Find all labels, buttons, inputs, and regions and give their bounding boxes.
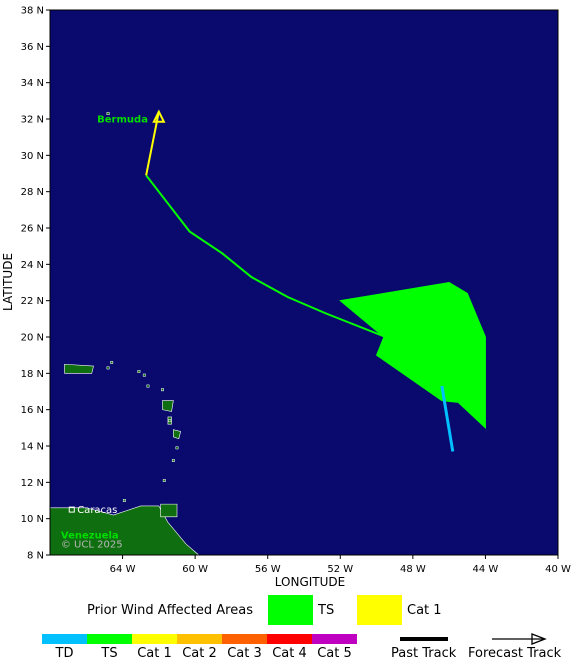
- place-venezuela: Venezuela: [61, 531, 119, 542]
- scale-swatch: [312, 634, 357, 644]
- lon-tick-label: 60 W: [182, 564, 208, 575]
- islet: [122, 499, 126, 502]
- affected-ts-label: TS: [318, 603, 335, 618]
- forecast-track-label: Forecast Track: [468, 646, 562, 661]
- scale-label: Cat 3: [227, 646, 262, 661]
- islet: [146, 384, 150, 388]
- lon-tick-label: 40 W: [545, 564, 571, 575]
- scale-label: Cat 4: [272, 646, 307, 661]
- track-ts-segment: [145, 174, 443, 387]
- lat-tick-label: 34 N: [21, 78, 44, 89]
- islet: [142, 373, 146, 377]
- scale-swatch: [87, 634, 132, 644]
- copyright: © UCL 2025: [61, 540, 123, 551]
- track-arrowhead-icon: [152, 109, 166, 123]
- lat-tick-label: 36 N: [21, 42, 44, 53]
- affected-ts-swatch: [268, 595, 313, 625]
- scale-label: Cat 2: [182, 646, 217, 661]
- legend-title: Prior Wind Affected Areas: [87, 603, 253, 618]
- lat-tick-label: 30 N: [21, 151, 44, 162]
- lat-tick-label: 32 N: [21, 115, 44, 126]
- lat-tick-label: 20 N: [21, 333, 44, 344]
- y-axis-label: LATITUDE: [1, 253, 15, 311]
- affected-cat1-label: Cat 1: [407, 603, 442, 618]
- scale-swatch: [177, 634, 222, 644]
- land-shape: [173, 429, 181, 440]
- land-group: [49, 112, 200, 556]
- lat-tick-label: 38 N: [21, 6, 44, 17]
- scale-swatch: [132, 634, 177, 644]
- lat-tick-label: 8 N: [27, 551, 44, 562]
- affected-cat1-swatch: [357, 595, 402, 625]
- place-caracas: Caracas: [77, 505, 117, 516]
- lon-tick-label: 52 W: [327, 564, 353, 575]
- place-labels: Bermuda Caracas Venezuela© UCL 2025: [61, 115, 148, 551]
- land-shape: [64, 363, 94, 374]
- lon-tick-label: 44 W: [473, 564, 499, 575]
- scale-label: TD: [55, 646, 74, 661]
- longitude-ticks: 64 W 60 W 56 W 52 W 48 W 44 W 40 W: [110, 555, 571, 575]
- lat-tick-label: 26 N: [21, 224, 44, 235]
- land-shape: [162, 400, 174, 412]
- lat-tick-label: 22 N: [21, 296, 44, 307]
- affected-ts-area: [339, 281, 486, 429]
- land-shape: [160, 503, 178, 518]
- scale-swatch: [267, 634, 312, 644]
- lat-tick-label: 12 N: [21, 478, 44, 489]
- lon-tick-label: 64 W: [110, 564, 136, 575]
- scale-swatch: [222, 634, 267, 644]
- scale-label: Cat 5: [317, 646, 352, 661]
- ocean-background: [50, 10, 558, 555]
- x-axis-label: LONGITUDE: [275, 575, 345, 589]
- lat-tick-label: 10 N: [21, 514, 44, 525]
- scale-label: Cat 1: [137, 646, 172, 661]
- islet: [175, 446, 179, 450]
- scale-label: TS: [101, 646, 118, 661]
- lon-tick-label: 56 W: [255, 564, 281, 575]
- lat-tick-label: 24 N: [21, 260, 44, 271]
- islet: [168, 419, 172, 423]
- place-bermuda: Bermuda: [97, 115, 148, 126]
- islet: [162, 479, 166, 482]
- lat-tick-label: 28 N: [21, 187, 44, 198]
- lat-tick-label: 18 N: [21, 369, 44, 380]
- caracas-marker-icon: [68, 506, 75, 513]
- lat-tick-label: 14 N: [21, 442, 44, 453]
- affected-area-group: [339, 281, 486, 429]
- scale-swatch: [42, 634, 87, 644]
- past-track-line-icon: [400, 637, 448, 641]
- map-frame: [49, 9, 559, 556]
- past-track-label: Past Track: [391, 646, 457, 661]
- lat-tick-label: 16 N: [21, 405, 44, 416]
- islet: [110, 360, 114, 364]
- track-group: [145, 109, 455, 452]
- forecast-track-arrow-icon: [492, 633, 547, 645]
- track-td-segment: [440, 385, 455, 452]
- islet: [171, 459, 175, 462]
- islet: [106, 112, 110, 115]
- islet: [137, 370, 141, 373]
- latitude-ticks: 38 N 36 N 34 N 32 N 30 N 28 N 26 N 24 N 22 N 20 N…: [21, 6, 50, 562]
- islet: [161, 388, 164, 392]
- lon-tick-label: 48 W: [400, 564, 426, 575]
- islet: [106, 366, 110, 370]
